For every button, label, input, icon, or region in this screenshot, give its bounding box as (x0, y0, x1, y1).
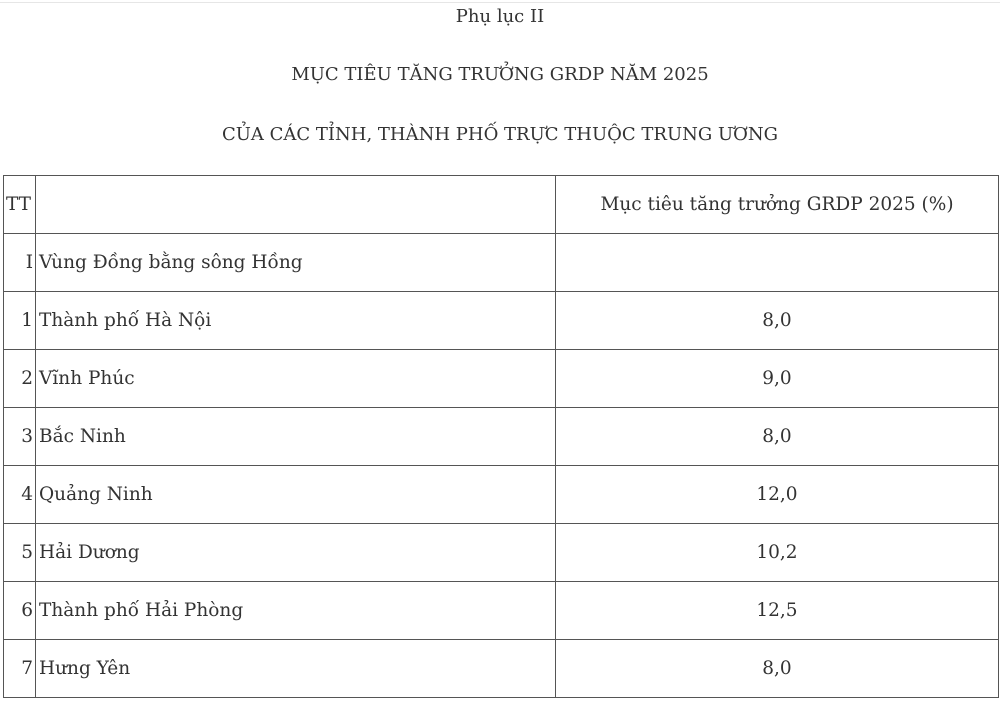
row-name: Hưng Yên (35, 639, 556, 698)
row-name: Quảng Ninh (35, 465, 556, 524)
row-name: Thành phố Hà Nội (35, 291, 556, 350)
document-title-line2: CỦA CÁC TỈNH, THÀNH PHỐ TRỰC THUỘC TRUNG… (221, 124, 779, 145)
row-number: 5 (3, 523, 36, 582)
table-header-row: TT Mục tiêu tăng trưởng GRDP 2025 (%) (3, 175, 999, 234)
table-row: 5 Hải Dương 10,2 (3, 523, 999, 582)
row-target-value: 10,2 (555, 523, 999, 582)
top-divider (0, 2, 1000, 3)
row-target-value (555, 233, 999, 292)
row-target-value: 12,5 (555, 581, 999, 640)
row-number: 6 (3, 581, 36, 640)
table-row: 2 Vĩnh Phúc 9,0 (3, 349, 999, 408)
row-number: 1 (3, 291, 36, 350)
row-number: 2 (3, 349, 36, 408)
appendix-label: Phụ lục II (455, 6, 545, 27)
row-number: I (3, 233, 36, 292)
row-number: 4 (3, 465, 36, 524)
document-title-line1: MỤC TIÊU TĂNG TRƯỞNG GRDP NĂM 2025 (291, 64, 709, 85)
row-target-value: 9,0 (555, 349, 999, 408)
header-target: Mục tiêu tăng trưởng GRDP 2025 (%) (555, 175, 999, 234)
row-number: 7 (3, 639, 36, 698)
row-name: Bắc Ninh (35, 407, 556, 466)
header-tt: TT (3, 175, 36, 234)
table-row: 1 Thành phố Hà Nội 8,0 (3, 291, 999, 350)
table-row: 6 Thành phố Hải Phòng 12,5 (3, 581, 999, 640)
row-target-value: 12,0 (555, 465, 999, 524)
row-name: Vĩnh Phúc (35, 349, 556, 408)
table-row: I Vùng Đồng bằng sông Hồng (3, 233, 999, 292)
row-name: Vùng Đồng bằng sông Hồng (35, 233, 556, 292)
row-target-value: 8,0 (555, 407, 999, 466)
row-name: Hải Dương (35, 523, 556, 582)
table-row: 3 Bắc Ninh 8,0 (3, 407, 999, 466)
row-name: Thành phố Hải Phòng (35, 581, 556, 640)
table-row: 7 Hưng Yên 8,0 (3, 639, 999, 698)
header-name (35, 175, 556, 234)
row-target-value: 8,0 (555, 639, 999, 698)
row-number: 3 (3, 407, 36, 466)
table-row: 4 Quảng Ninh 12,0 (3, 465, 999, 524)
row-target-value: 8,0 (555, 291, 999, 350)
